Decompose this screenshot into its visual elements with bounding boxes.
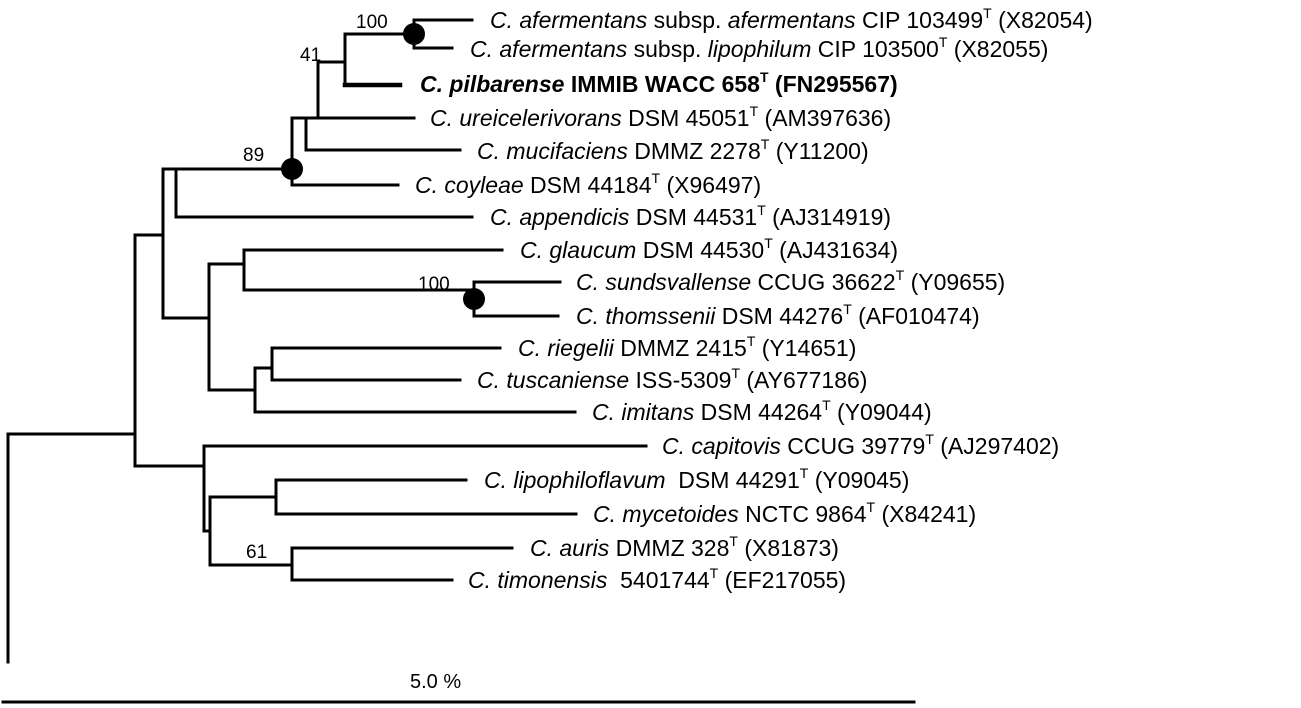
bootstrap-sundsvallense: 100 <box>418 274 450 295</box>
scale-bar-label: 5.0 % <box>410 671 461 693</box>
taxon-thomssenii: C. thomssenii DSM 44276T (AF010474) <box>576 301 980 329</box>
taxon-riegelii: C. riegelii DMMZ 2415T (Y14651) <box>518 333 856 361</box>
taxon-glaucum: C. glaucum DSM 44530T (AJ431634) <box>520 235 898 263</box>
taxon-auris: C. auris DMMZ 328T (X81873) <box>530 533 839 561</box>
bootstrap-coyleae: 89 <box>243 145 264 166</box>
node-marker-coyleae <box>281 158 303 180</box>
taxon-afermentans-lipophilum: C. afermentans subsp. lipophilum CIP 103… <box>470 34 1048 62</box>
bootstrap-auris: 61 <box>246 542 267 563</box>
taxon-tuscaniense: C. tuscaniense ISS-5309T (AY677186) <box>477 365 867 393</box>
node-marker-afermentans <box>403 23 425 45</box>
taxon-imitans: C. imitans DSM 44264T (Y09044) <box>592 397 932 425</box>
node-marker-sundsvallense <box>463 288 485 310</box>
taxon-pilbarense: C. pilbarense IMMIB WACC 658T (FN295567) <box>420 69 898 97</box>
taxon-ureicelerivorans: C. ureicelerivorans DSM 45051T (AM397636… <box>430 103 891 131</box>
bootstrap-pilbarense: 41 <box>300 45 321 66</box>
bootstrap-afermentans: 100 <box>356 12 388 33</box>
taxon-timonensis: C. timonensis 5401744T (EF217055) <box>468 565 846 593</box>
taxon-coyleae: C. coyleae DSM 44184T (X96497) <box>415 170 761 198</box>
taxon-lipophiloflavum: C. lipophiloflavum DSM 44291T (Y09045) <box>484 465 909 493</box>
taxon-capitovis: C. capitovis CCUG 39779T (AJ297402) <box>662 431 1059 459</box>
tree-branches <box>1 18 916 704</box>
taxon-afermentans-afermentans: C. afermentans subsp. afermentans CIP 10… <box>490 5 1093 33</box>
taxon-sundsvallense: C. sundsvallense CCUG 36622T (Y09655) <box>576 267 1005 295</box>
taxon-mucifaciens: C. mucifaciens DMMZ 2278T (Y11200) <box>477 136 869 164</box>
taxon-appendicis: C. appendicis DSM 44531T (AJ314919) <box>490 202 891 230</box>
taxon-mycetoides: C. mycetoides NCTC 9864T (X84241) <box>593 499 976 527</box>
